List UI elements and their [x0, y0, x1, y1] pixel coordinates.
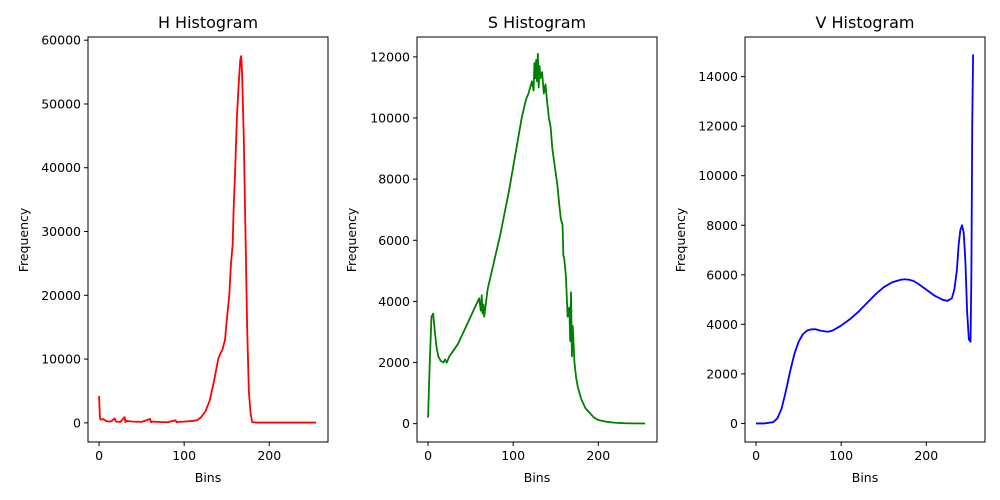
x-tick-label-h: 100	[172, 448, 196, 463]
x-tick-label-v: 0	[752, 448, 760, 463]
x-tick-label-s: 0	[424, 448, 432, 463]
panel-h: H Histogram Bins Frequency 0 100 200 0 1000…	[16, 13, 329, 485]
y-tick-label-h: 60000	[41, 33, 81, 48]
y-axis-label-h: Frequency	[16, 207, 31, 272]
y-ticks-s: 0 2000 4000 6000 8000 10000 12000	[370, 49, 417, 431]
x-tick-label-h: 0	[95, 448, 103, 463]
y-tick-label-v: 12000	[698, 119, 738, 134]
panel-v: V Histogram Bins Frequency 0 100 200 0 2000…	[673, 13, 986, 485]
series-line-v	[756, 54, 974, 425]
x-tick-label-v: 200	[914, 448, 938, 463]
x-axis-label-h: Bins	[195, 470, 221, 485]
x-ticks-h: 0 100 200	[95, 442, 281, 463]
x-ticks-s: 0 100 200	[424, 442, 610, 463]
x-tick-label-v: 100	[829, 448, 853, 463]
y-tick-label-v: 14000	[698, 69, 738, 84]
y-tick-label-s: 0	[402, 416, 410, 431]
y-tick-label-s: 2000	[378, 355, 410, 370]
y-tick-label-v: 8000	[706, 218, 738, 233]
plot-frame-h	[87, 36, 329, 443]
x-axis-label-v: Bins	[852, 470, 878, 485]
y-tick-label-v: 10000	[698, 168, 738, 183]
y-tick-label-h: 20000	[41, 288, 81, 303]
y-tick-label-v: 4000	[706, 317, 738, 332]
y-tick-label-v: 6000	[706, 267, 738, 282]
y-tick-label-v: 0	[730, 416, 738, 431]
x-ticks-v: 0 100 200	[752, 442, 938, 463]
series-line-s	[427, 52, 646, 425]
y-tick-label-h: 40000	[41, 160, 81, 175]
x-tick-label-h: 200	[257, 448, 281, 463]
chart-title-s: S Histogram	[488, 13, 586, 32]
y-ticks-v: 0 2000 4000 6000 8000 10000 12000 14000	[698, 69, 745, 431]
y-tick-label-s: 12000	[370, 49, 410, 64]
y-axis-label-s: Frequency	[344, 207, 359, 272]
y-tick-label-s: 6000	[378, 233, 410, 248]
x-tick-label-s: 200	[586, 448, 610, 463]
y-tick-label-h: 50000	[41, 96, 81, 111]
y-tick-label-h: 30000	[41, 224, 81, 239]
y-ticks-h: 0 10000 20000 30000 40000 50000 60000	[41, 33, 88, 430]
y-tick-label-s: 4000	[378, 294, 410, 309]
y-tick-label-s: 8000	[378, 172, 410, 187]
y-axis-label-v: Frequency	[673, 207, 688, 272]
x-axis-label-s: Bins	[524, 470, 550, 485]
x-tick-label-s: 100	[501, 448, 525, 463]
chart-title-v: V Histogram	[815, 13, 914, 32]
panel-s: S Histogram Bins Frequency 0 100 200 0 2000…	[344, 13, 658, 485]
plot-frame-s	[416, 36, 658, 443]
y-tick-label-v: 2000	[706, 366, 738, 381]
y-tick-label-h: 10000	[41, 352, 81, 367]
plot-frame-v	[744, 36, 986, 443]
y-tick-label-h: 0	[73, 415, 81, 430]
chart-title-h: H Histogram	[158, 13, 258, 32]
y-tick-label-s: 10000	[370, 111, 410, 126]
series-line-h	[98, 55, 317, 424]
